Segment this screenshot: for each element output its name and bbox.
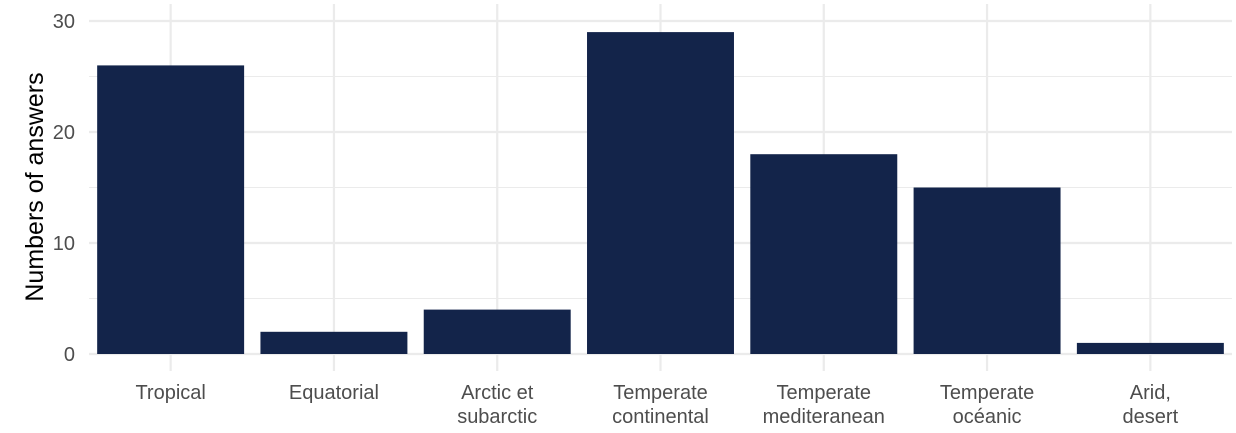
bar xyxy=(587,32,734,354)
y-tick-label: 0 xyxy=(64,344,75,366)
x-tick-label: Temperate océanic xyxy=(940,382,1035,428)
bar xyxy=(750,154,898,354)
y-axis-ticks: 0 10 20 30 xyxy=(53,11,75,366)
x-tick-label: Arid, desert xyxy=(1123,382,1179,428)
x-tick-label: Temperate mediteranean xyxy=(763,382,885,428)
bars xyxy=(97,32,1224,355)
bar xyxy=(97,65,245,355)
x-tick-label: Arctic et subarctic xyxy=(457,382,537,428)
bar xyxy=(913,187,1061,354)
x-tick-label: Tropical xyxy=(135,382,205,404)
bar xyxy=(1076,342,1224,354)
bar xyxy=(260,331,408,354)
y-tick-label: 30 xyxy=(53,11,75,33)
x-tick-label: Equatorial xyxy=(289,382,379,404)
y-tick-label: 20 xyxy=(53,122,75,144)
y-tick-label: 10 xyxy=(53,233,75,255)
x-axis-ticks: Tropical Equatorial Arctic et subarctic Temp… xyxy=(135,382,1178,428)
y-axis-title: Numbers of answers xyxy=(21,72,49,301)
x-tick-label: Temperate continental xyxy=(612,382,709,428)
bar xyxy=(423,309,571,354)
